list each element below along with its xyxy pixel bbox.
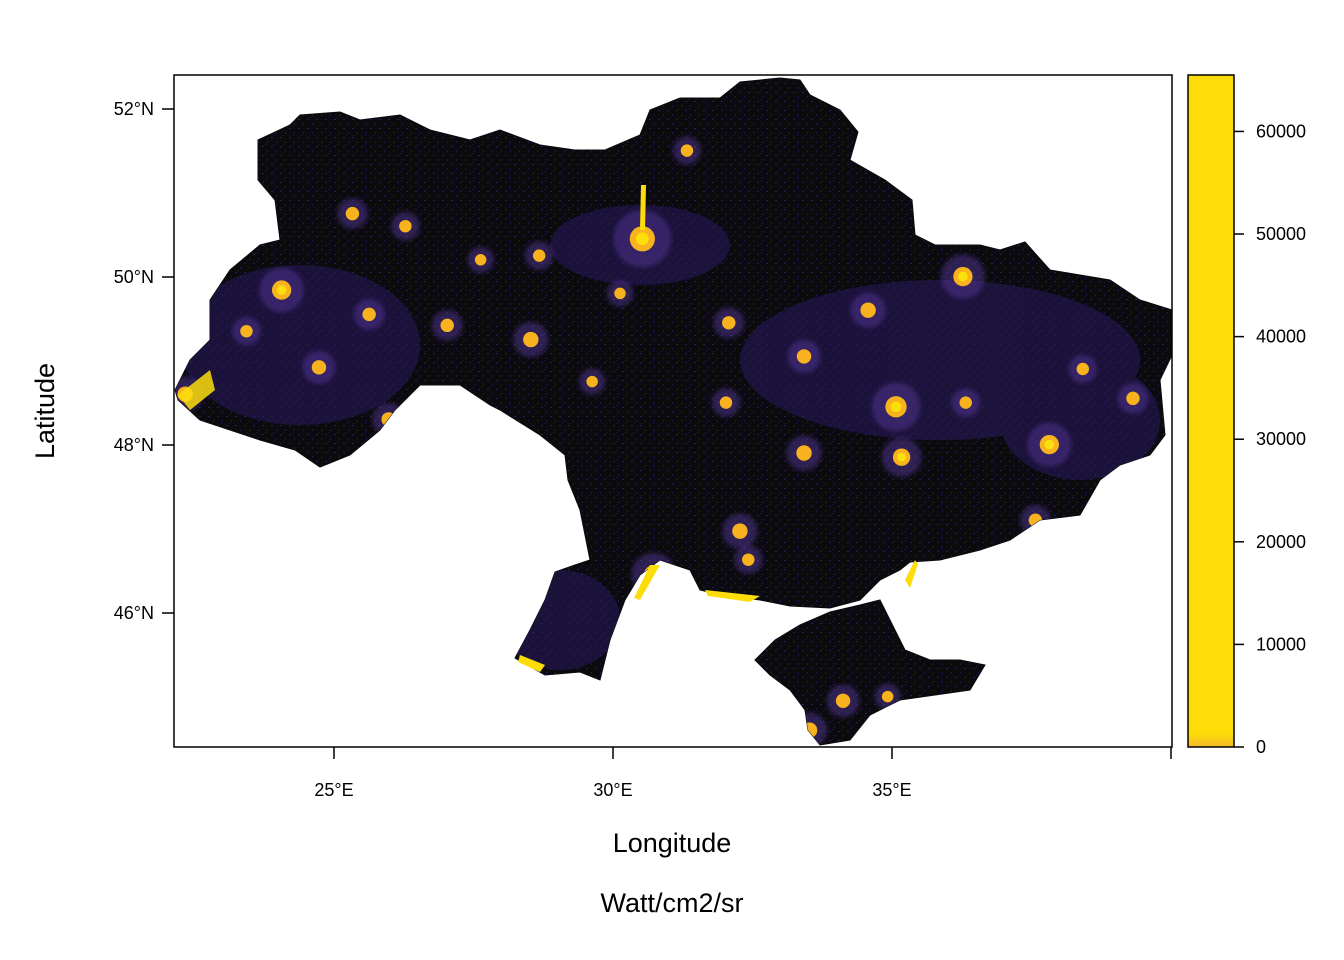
city-light — [586, 375, 598, 388]
map-land — [174, 77, 1173, 746]
city-light — [240, 324, 253, 338]
city-light — [801, 722, 818, 738]
city-light — [860, 302, 876, 318]
legend-tick-label: 10000 — [1256, 634, 1306, 654]
x-tick-label: 25°E — [314, 780, 353, 800]
y-tick-label: 48°N — [114, 435, 154, 455]
odesa-coast-strip — [634, 565, 660, 600]
city-light-core — [897, 452, 906, 462]
legend-tick-label: 20000 — [1256, 532, 1306, 552]
city-light — [835, 693, 851, 709]
legend-frame — [1187, 74, 1235, 748]
dim-light-regions — [180, 205, 1160, 670]
city-light — [474, 254, 487, 266]
city-light — [362, 307, 376, 322]
color-legend: 0 10000 20000 30000 40000 50000 60000 — [1187, 74, 1306, 757]
city-light — [345, 206, 360, 221]
city-light — [722, 316, 736, 330]
city-light — [614, 287, 626, 300]
city-light — [381, 412, 396, 427]
plot-frame — [173, 74, 1173, 748]
city-light — [680, 144, 694, 157]
city-light — [881, 690, 894, 703]
city-light — [959, 396, 972, 409]
crimea-shape — [754, 599, 986, 746]
city-light — [796, 349, 812, 364]
city-lights — [175, 136, 1149, 745]
danube-coast-strip — [518, 655, 545, 672]
legend-tick-label: 60000 — [1256, 121, 1306, 141]
azov-coast-strip — [905, 560, 918, 588]
city-light — [1126, 391, 1140, 406]
city-light — [1076, 362, 1090, 376]
transcarpathia-light — [178, 370, 215, 410]
kinburn-coast-strip — [705, 590, 760, 602]
city-light — [796, 445, 812, 461]
y-tick-label: 46°N — [114, 603, 154, 623]
city-light — [742, 553, 755, 566]
y-axis-title: Latitude — [30, 363, 60, 459]
x-axis: 25°E 30°E 35°E — [314, 747, 1172, 800]
city-light — [523, 331, 539, 348]
x-tick-label: 30°E — [593, 780, 632, 800]
city-light-core — [890, 401, 902, 413]
mainland-shape — [174, 77, 1173, 681]
city-light-core — [276, 285, 287, 295]
legend-ticks: 0 10000 20000 30000 40000 50000 60000 — [1234, 121, 1306, 757]
y-tick-label: 50°N — [114, 267, 154, 287]
coastal-lights — [178, 185, 918, 672]
city-light — [532, 249, 546, 262]
legend-tick-label: 30000 — [1256, 429, 1306, 449]
city-light-core — [636, 232, 649, 246]
y-tick-label: 52°N — [114, 99, 154, 119]
city-light — [399, 219, 412, 233]
y-axis: 52°N 50°N 48°N 46°N — [114, 99, 174, 623]
unit-label: Watt/cm2/sr — [600, 888, 743, 918]
legend-tick-label: 40000 — [1256, 327, 1306, 347]
city-light — [732, 523, 748, 539]
city-light-core — [1044, 439, 1055, 450]
kyiv-north-strip — [640, 185, 646, 230]
city-light — [440, 318, 454, 333]
legend-tick-label: 0 — [1256, 737, 1266, 757]
city-light — [311, 360, 327, 375]
city-light-core — [958, 271, 968, 282]
x-axis-title: Longitude — [613, 828, 732, 858]
legend-color-bar — [1188, 75, 1234, 747]
city-light-halo — [372, 402, 406, 436]
legend-tick-label: 50000 — [1256, 224, 1306, 244]
city-light — [719, 396, 733, 409]
x-tick-label: 35°E — [872, 780, 911, 800]
